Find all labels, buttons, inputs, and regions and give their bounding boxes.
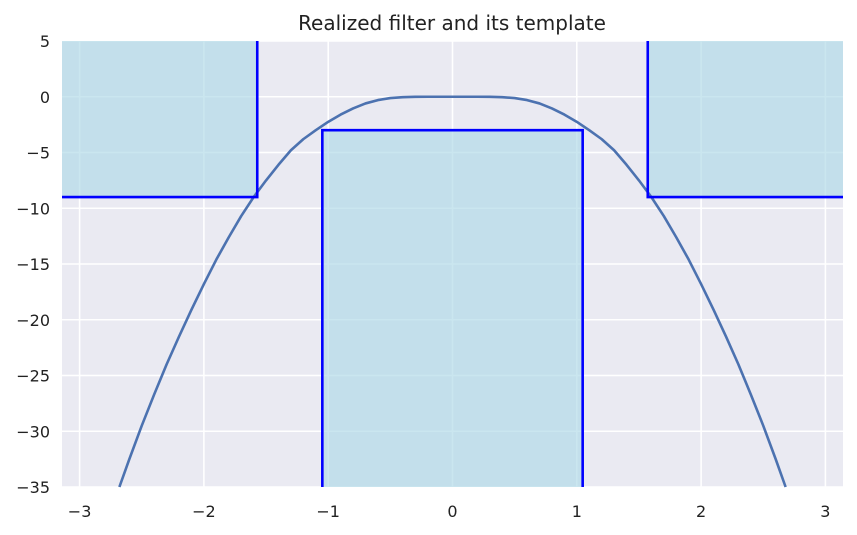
y-tick-label: 0	[40, 88, 50, 107]
stopband-right-outline	[646, 41, 843, 199]
x-tick-label: −3	[68, 502, 92, 521]
y-tick-label: −20	[16, 311, 50, 330]
y-tick-label: −35	[16, 478, 50, 497]
stopband-left-fill	[62, 41, 258, 198]
passband-fill	[322, 130, 583, 487]
passband-outline	[321, 128, 584, 487]
stopband-right-fill	[647, 41, 843, 198]
y-tick-labels: 5 0 −5 −10 −15 −20 −25 −30 −35	[16, 32, 50, 497]
y-tick-label: −25	[16, 367, 50, 386]
chart-title: Realized filter and its template	[298, 11, 606, 35]
template-fills	[62, 41, 843, 487]
y-tick-label: −5	[26, 144, 50, 163]
x-tick-label: 3	[820, 502, 830, 521]
stopband-left-outline	[62, 41, 259, 199]
y-tick-label: −30	[16, 422, 50, 441]
x-tick-label: −1	[316, 502, 340, 521]
x-tick-labels: −3 −2 −1 0 1 2 3	[68, 502, 831, 521]
y-tick-label: −15	[16, 255, 50, 274]
response-curve-0	[118, 95, 787, 488]
x-tick-label: −2	[192, 502, 216, 521]
x-tick-label: 0	[447, 502, 457, 521]
y-tick-label: 5	[40, 32, 50, 51]
response-curves	[118, 95, 787, 488]
x-tick-label: 2	[696, 502, 706, 521]
template-outlines	[62, 41, 843, 487]
x-tick-label: 1	[572, 502, 582, 521]
y-tick-label: −10	[16, 199, 50, 218]
